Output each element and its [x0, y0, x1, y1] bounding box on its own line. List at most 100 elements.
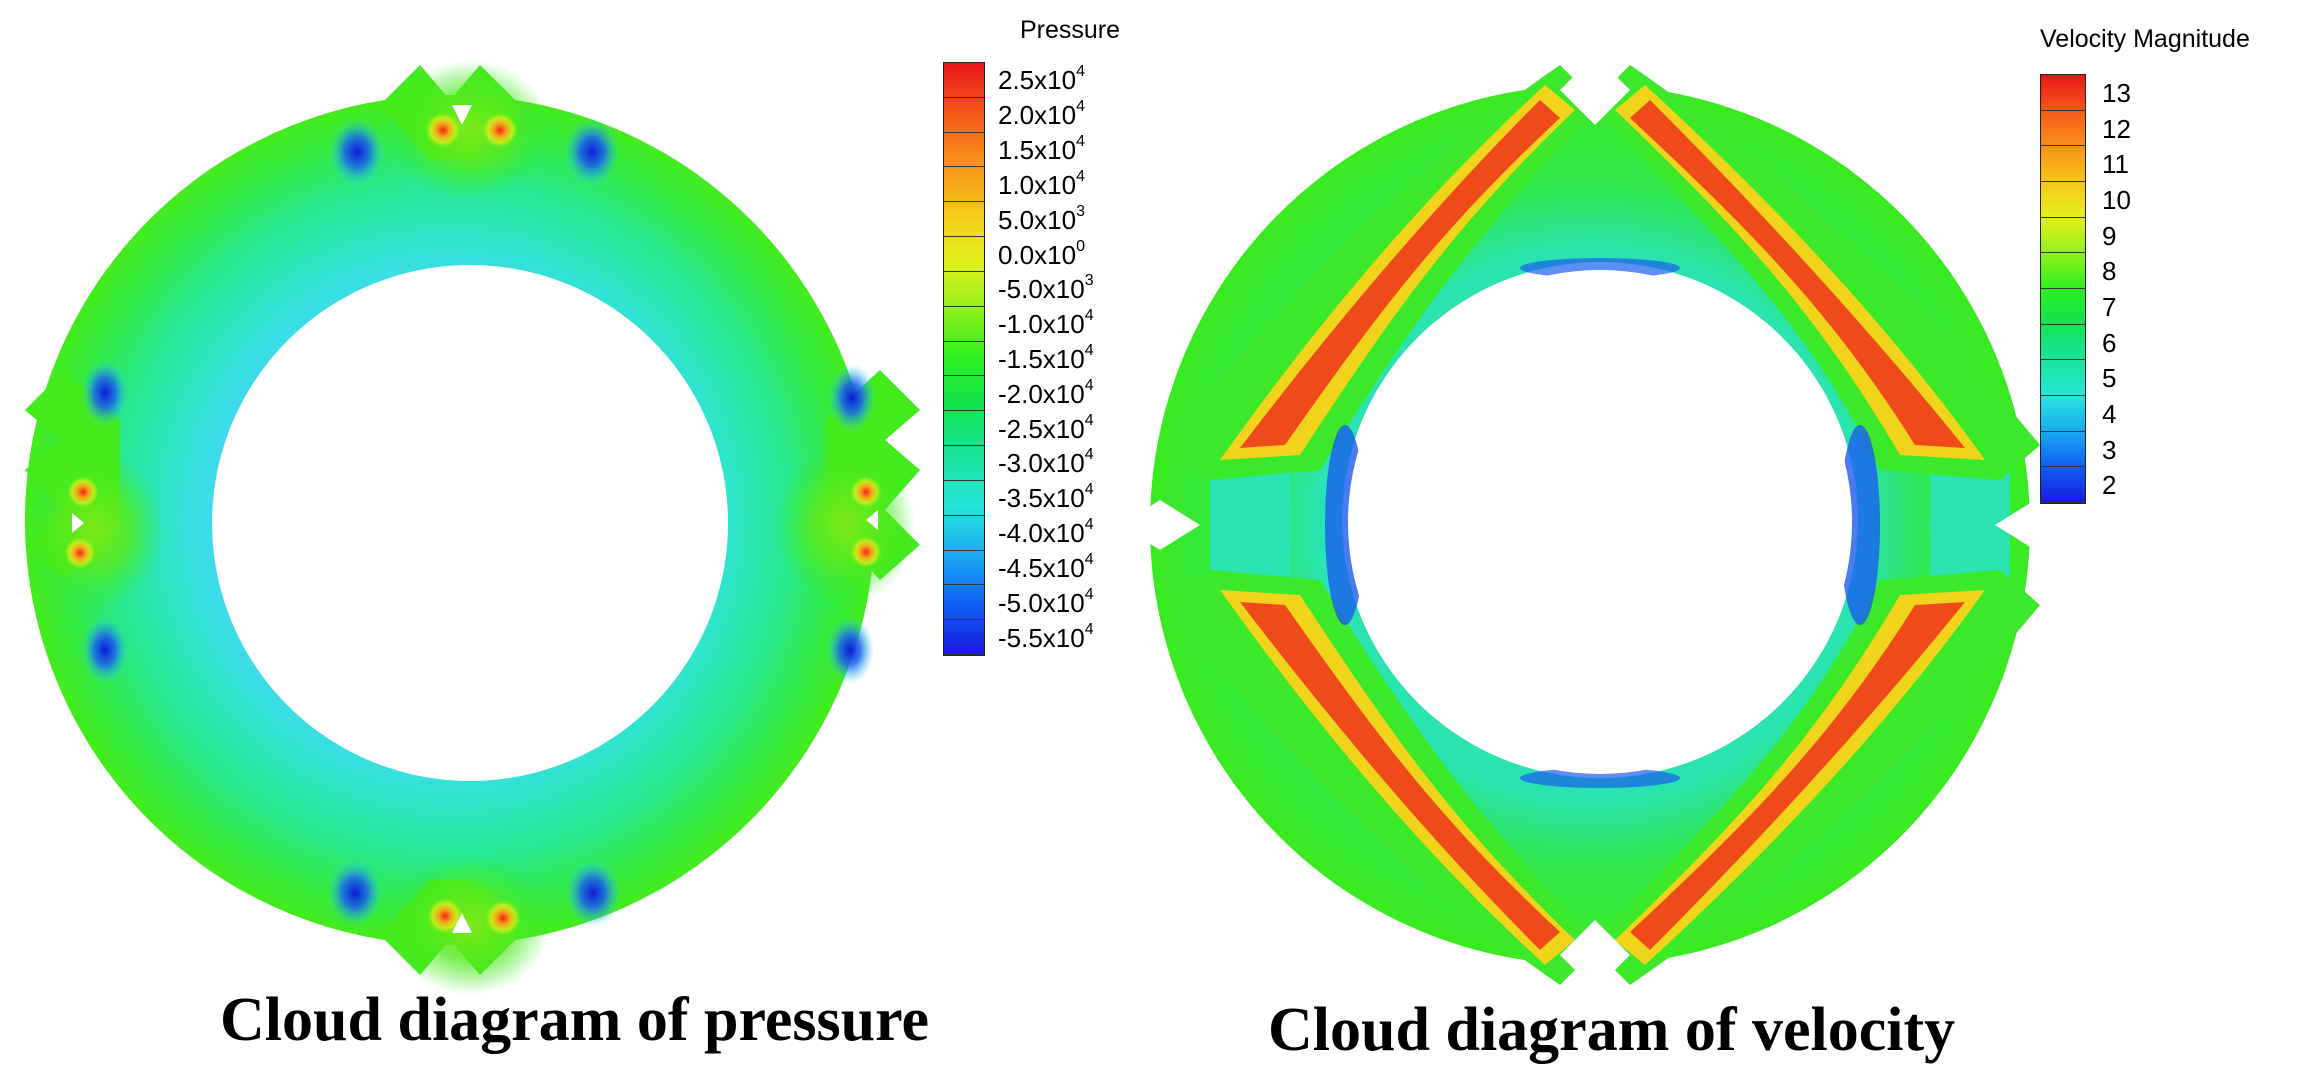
pressure-legend-label: -4.5x104	[998, 550, 1094, 583]
velocity-colorbar-tick	[2040, 323, 2086, 325]
velocity-gap-left	[1120, 500, 1200, 550]
pressure-notch-right	[866, 510, 878, 530]
velocity-colorbar-tick	[2040, 181, 2086, 182]
pressure-notch-top	[452, 105, 472, 125]
pressure-colorbar-tick	[943, 201, 985, 203]
pressure-low-spot-6	[826, 616, 874, 684]
velocity-inner-hole	[1348, 270, 1852, 774]
pressure-hot-spot-6	[64, 537, 96, 569]
velocity-legend-label: 9	[2102, 220, 2117, 251]
pressure-colorbar-tick	[943, 131, 985, 133]
pressure-low-spot-4	[828, 364, 876, 432]
pressure-colorbar-tick	[943, 375, 985, 377]
velocity-colorbar-tick	[2040, 395, 2086, 396]
pressure-legend-label: 1.5x104	[998, 133, 1085, 166]
pressure-legend-label: -2.5x104	[998, 411, 1094, 444]
velocity-gap-bottom	[1560, 920, 1630, 990]
velocity-legend-label: 2	[2102, 470, 2117, 501]
pressure-colorbar-tick	[943, 270, 985, 272]
velocity-colorbar-tick	[2040, 252, 2086, 254]
pressure-colorbar-tick	[943, 236, 985, 238]
pressure-legend-label: 1.0x104	[998, 167, 1085, 200]
pressure-hot-spot-5	[67, 476, 99, 508]
pressure-colorbar-tick	[943, 549, 985, 551]
velocity-legend-label: 4	[2102, 398, 2117, 429]
velocity-gap-top	[1560, 55, 1630, 125]
pressure-colorbar-tick	[943, 584, 985, 586]
pressure-colorbar-tick	[943, 410, 985, 412]
velocity-colorbar-tick	[2040, 502, 2086, 503]
pressure-glow-bottom	[390, 855, 550, 995]
pressure-colorbar-tick	[943, 445, 985, 447]
pressure-hot-spot-7	[850, 476, 882, 508]
pressure-low-spot-1	[329, 118, 385, 186]
pressure-legend-title: Pressure	[1020, 16, 1121, 44]
velocity-colorbar-tick	[2040, 145, 2086, 147]
pressure-hot-spot-8	[850, 536, 882, 568]
velocity-cloud	[1120, 55, 2075, 990]
pressure-legend-label: 0.0x100	[998, 237, 1085, 270]
pressure-low-spot-3	[81, 359, 129, 427]
pressure-colorbar-tick	[943, 654, 985, 655]
pressure-colorbar-tick	[943, 479, 985, 481]
pressure-inner-hole	[215, 268, 725, 778]
pressure-legend-label: 2.0x104	[998, 98, 1085, 131]
pressure-legend-label: -1.5x104	[998, 342, 1094, 374]
velocity-low-edge-top	[1520, 258, 1680, 278]
velocity-legend-title: Velocity Magnitude	[2040, 25, 2250, 53]
pressure-hot-spot-3	[427, 898, 463, 934]
pressure-legend-label: -3.5x104	[998, 481, 1094, 514]
pressure-cloud	[24, 60, 920, 995]
pressure-ring-body	[24, 95, 875, 945]
pressure-low-spot-7	[327, 859, 383, 927]
pressure-colorbar	[943, 62, 985, 656]
velocity-legend-label: 6	[2102, 327, 2117, 358]
pressure-legend-label: -5.5x104	[998, 620, 1094, 653]
pressure-notch-left	[72, 513, 84, 533]
velocity-legend-label: 10	[2102, 184, 2131, 215]
pressure-panel-title: Cloud diagram of pressure	[220, 986, 930, 1054]
velocity-stripe-upper-left	[1165, 65, 1600, 480]
velocity-stripe-lower-left	[1165, 570, 1600, 985]
pressure-legend-label: -5.0x104	[998, 585, 1094, 618]
pressure-legend-label: -1.0x104	[998, 307, 1094, 340]
pressure-low-spot-2	[564, 118, 620, 186]
velocity-colorbar-tick	[2040, 288, 2086, 289]
pressure-hot-spot-1	[425, 112, 461, 148]
pressure-glow-right	[775, 445, 915, 605]
pressure-legend-label: 2.5x104	[998, 63, 1085, 96]
velocity-colorbar	[2040, 74, 2086, 504]
pressure-colorbar-tick	[943, 514, 985, 516]
pressure-colorbar-tick	[943, 305, 985, 307]
velocity-low-edge-bottom	[1520, 768, 1680, 788]
pressure-low-spot-5	[81, 616, 129, 684]
pressure-colorbar-tick	[943, 619, 985, 621]
velocity-legend-label: 13	[2102, 77, 2131, 108]
pressure-notch-bottom	[452, 913, 472, 933]
velocity-legend-label: 12	[2102, 113, 2131, 144]
pressure-legend-label: -2.0x104	[998, 376, 1094, 409]
velocity-gap-right	[1995, 500, 2075, 550]
velocity-panel-title: Cloud diagram of velocity	[1268, 996, 1956, 1064]
velocity-low-edge-right	[1840, 425, 1880, 625]
pressure-glow-top	[390, 60, 550, 200]
velocity-legend-label: 8	[2102, 256, 2117, 287]
pressure-colorbar-tick	[943, 166, 985, 168]
pressure-legend-label: -3.0x104	[998, 446, 1094, 479]
pressure-hot-spot-4	[485, 900, 521, 936]
velocity-colorbar-tick	[2040, 466, 2086, 468]
pressure-hot-spot-2	[482, 112, 518, 148]
velocity-colorbar-tick	[2040, 109, 2086, 111]
velocity-legend-label: 11	[2102, 149, 2129, 180]
velocity-colorbar-tick	[2040, 216, 2086, 218]
pressure-legend-label: -5.0x103	[998, 272, 1094, 305]
pressure-legend-label: -4.0x104	[998, 516, 1094, 549]
velocity-side-left	[1210, 460, 1290, 590]
pressure-glow-left	[25, 450, 165, 610]
velocity-legend-label: 5	[2102, 363, 2117, 394]
velocity-colorbar-tick	[2040, 430, 2086, 432]
velocity-stripe-lower-right	[1590, 570, 2040, 985]
velocity-stripe-upper-right	[1590, 65, 2040, 480]
velocity-colorbar-tick	[2040, 359, 2086, 361]
